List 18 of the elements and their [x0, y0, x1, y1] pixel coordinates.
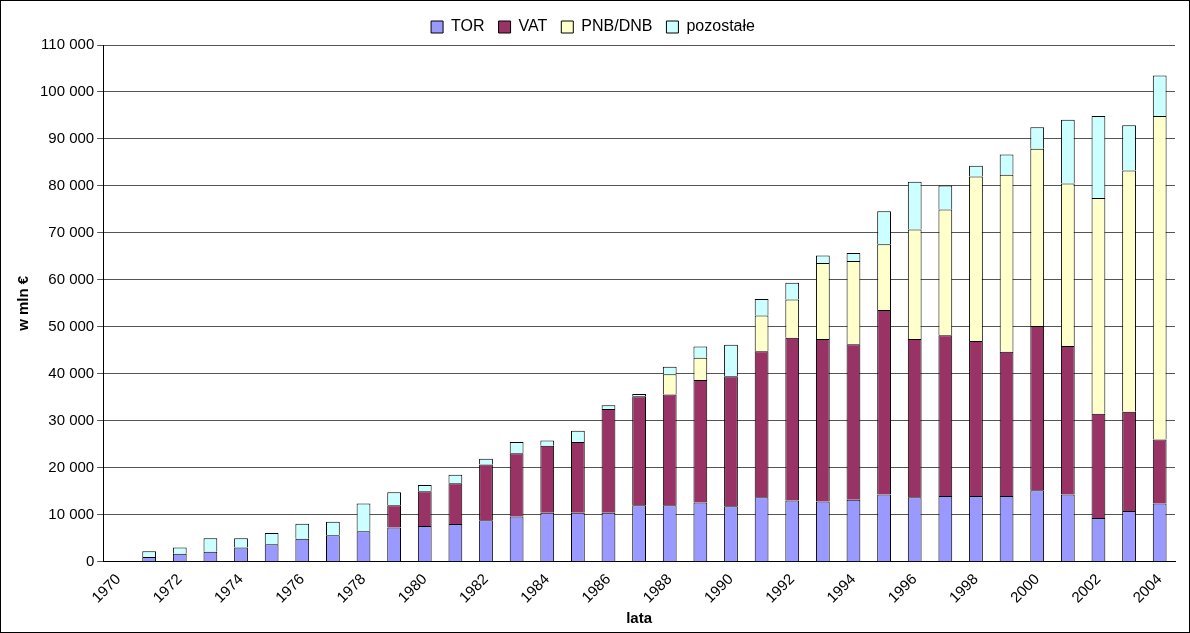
x-axis-title: lata: [626, 609, 653, 627]
y-tick-label: 40 000: [48, 363, 95, 381]
y-axis-title: w mln €: [14, 275, 32, 332]
y-tick-label: 110 000: [41, 35, 95, 53]
y-tick-label: 50 000: [48, 316, 95, 334]
y-tick-label: 30 000: [48, 410, 95, 428]
y-tick-label: 10 000: [48, 504, 95, 522]
legend-label: PNB/DNB: [581, 17, 653, 35]
legend-label: pozostałe: [686, 17, 756, 35]
y-tick-label: 80 000: [48, 176, 95, 194]
legend-label: VAT: [518, 17, 548, 35]
y-tick-label: 90 000: [48, 129, 95, 147]
y-tick-label: 20 000: [48, 457, 95, 475]
y-tick-label: 0: [85, 551, 95, 569]
y-tick-label: 60 000: [48, 269, 95, 287]
y-tick-label: 70 000: [48, 223, 95, 241]
legend-label: TOR: [451, 17, 485, 35]
y-tick-label: 100 000: [39, 82, 95, 100]
